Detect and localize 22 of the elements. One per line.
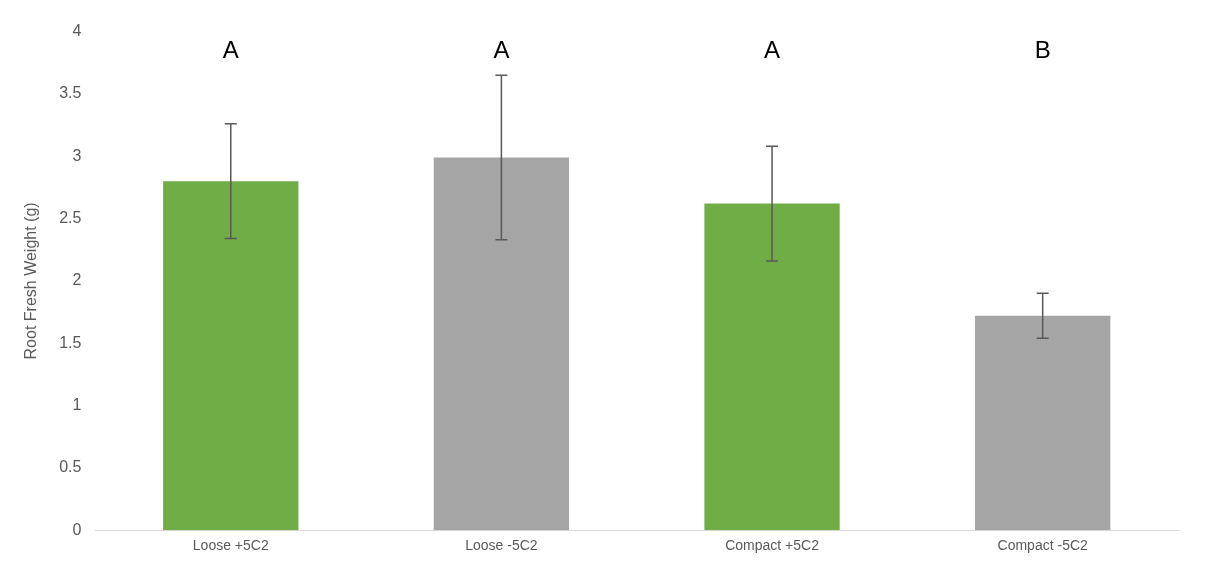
x-tick-label: Loose +5C2	[192, 537, 269, 554]
y-tick-label: 0	[72, 520, 82, 538]
x-tick-label: Compact -5C2	[997, 537, 1089, 554]
y-tick-label: 3	[72, 146, 82, 164]
annotation: A	[493, 36, 510, 64]
annotation: A	[222, 36, 239, 64]
y-tick-label: 2.5	[59, 208, 82, 226]
x-tick-label: Compact +5C2	[725, 537, 820, 554]
y-axis-title: Root Fresh Weight (g)	[22, 202, 40, 360]
y-tick-label: 4	[72, 22, 82, 40]
y-tick-label: 2	[72, 271, 82, 289]
y-tick-label: 1	[72, 395, 82, 413]
y-tick-label: 3.5	[59, 84, 82, 102]
bar	[704, 203, 840, 531]
bar	[975, 315, 1111, 531]
bar	[433, 157, 570, 531]
y-tick-label: 1.5	[59, 333, 82, 351]
y-tick-label: 0.5	[59, 458, 82, 476]
annotation: B	[1034, 36, 1051, 64]
bar	[163, 181, 299, 531]
annotation: A	[764, 36, 781, 64]
x-tick-label: Loose -5C2	[465, 537, 538, 554]
